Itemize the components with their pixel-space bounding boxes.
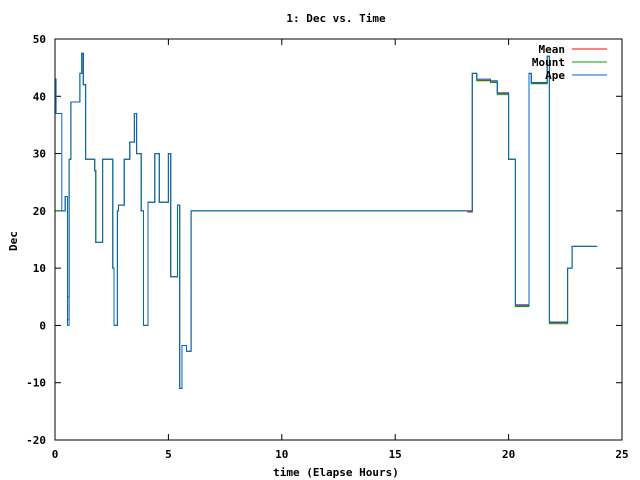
legend-label-mount: Mount	[532, 56, 565, 69]
y-tick-label: 10	[33, 262, 46, 275]
y-tick-label: 50	[33, 33, 46, 46]
series-line-ape	[55, 52, 598, 389]
x-tick-label: 25	[615, 448, 628, 461]
chart-title: 1: Dec vs. Time	[286, 12, 386, 25]
y-tick-label: 20	[33, 205, 46, 218]
y-tick-label: -20	[26, 434, 46, 447]
series-lines	[55, 52, 598, 389]
x-axis-label: time (Elapse Hours)	[273, 466, 399, 479]
x-tick-label: 0	[52, 448, 59, 461]
y-tick-label: 0	[39, 319, 46, 332]
x-tick-label: 10	[275, 448, 288, 461]
y-tick-label: 30	[33, 148, 46, 161]
legend-label-mean: Mean	[539, 43, 566, 56]
y-axis-label: Dec	[7, 231, 20, 251]
x-tick-label: 20	[502, 448, 515, 461]
x-tick-label: 5	[165, 448, 172, 461]
legend-label-ape: Ape	[545, 69, 565, 82]
plot-frame	[54, 38, 623, 441]
y-tick-label: 40	[33, 90, 46, 103]
x-tick-label: 15	[389, 448, 402, 461]
y-tick-label: -10	[26, 377, 46, 390]
